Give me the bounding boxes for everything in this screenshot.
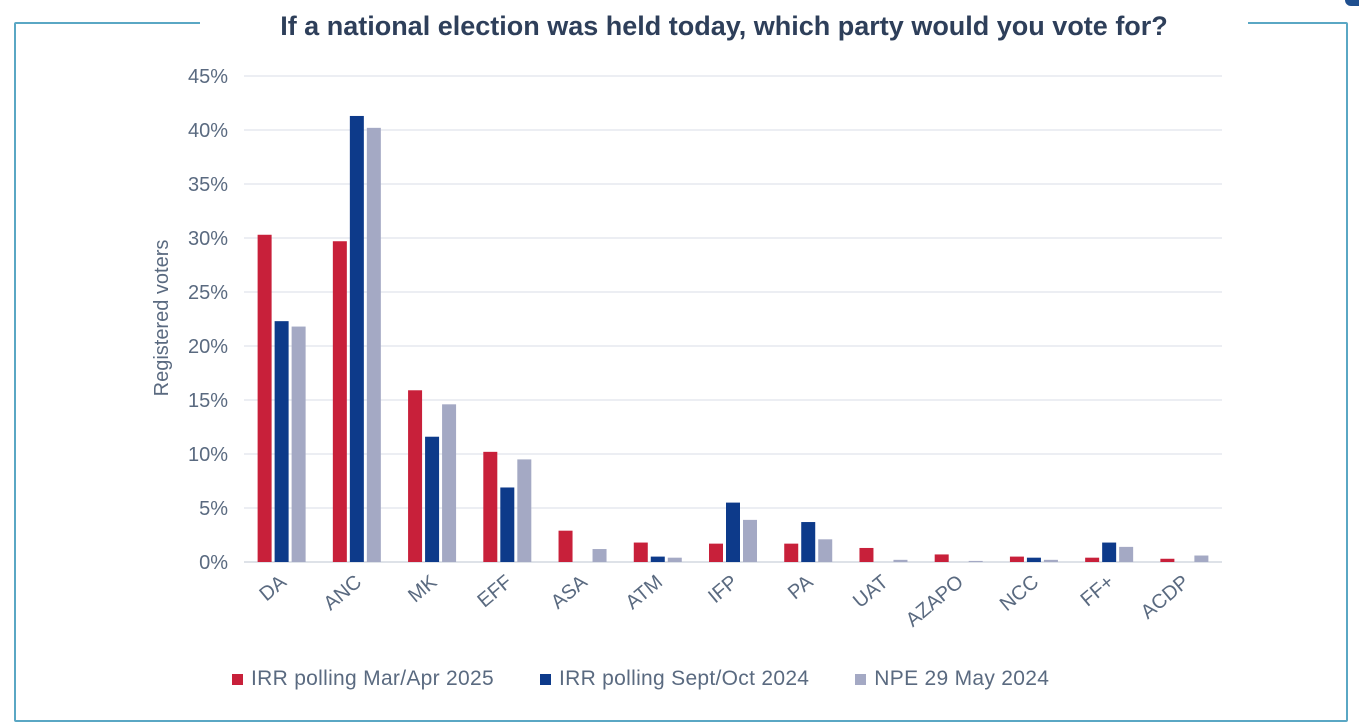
bar-ncc-series-1: [1009, 556, 1024, 562]
x-tick-label: FF+: [1077, 571, 1119, 611]
bar-asa-series-3: [592, 549, 607, 562]
bar-ifp-series-1: [709, 543, 723, 562]
bar-mk-series-2: [425, 436, 440, 562]
bar-acdp-series-3: [1194, 555, 1209, 562]
bar-pa-series-2: [801, 522, 816, 562]
legend-label: IRR polling Sept/Oct 2024: [558, 667, 810, 690]
y-tick-label: 10%: [188, 444, 228, 466]
bar-mk-series-1: [408, 390, 423, 562]
legend-swatch: [232, 673, 243, 685]
y-tick-label: 35%: [188, 174, 228, 196]
bar-pa-series-1: [784, 543, 799, 562]
corner-logo-mark: [1345, 0, 1359, 6]
x-tick-label: ASA: [547, 571, 592, 614]
bar-uat-series-3: [893, 559, 908, 562]
bar-azapo-series-1: [934, 554, 949, 562]
x-tick-label: EFF: [473, 571, 516, 612]
bar-ncc-series-2: [1026, 557, 1041, 562]
bar-ff-series-2: [1102, 542, 1117, 562]
legend-item-1: IRR polling Mar/Apr 2025: [232, 667, 494, 691]
bar-ifp-series-3: [743, 519, 757, 562]
x-tick-label: ANC: [320, 571, 366, 615]
bar-da-series-1: [257, 234, 272, 562]
bar-anc-series-3: [366, 127, 381, 562]
y-tick-label: 0%: [199, 552, 228, 574]
bar-eff-series-2: [500, 487, 515, 562]
chart-title: If a national election was held today, w…: [200, 6, 1248, 46]
bar-ff-series-1: [1085, 557, 1100, 562]
x-tick-label: MK: [404, 571, 442, 608]
y-tick-label: 25%: [188, 282, 228, 304]
bar-mk-series-3: [442, 404, 457, 562]
bar-ff-series-3: [1119, 546, 1134, 562]
bar-uat-series-1: [859, 547, 874, 562]
bar-azapo-series-3: [968, 560, 983, 562]
x-tick-label: NCC: [996, 571, 1043, 616]
bar-atm-series-1: [633, 542, 648, 562]
y-tick-label: 5%: [199, 498, 228, 520]
x-tick-label: UAT: [849, 571, 893, 613]
legend-swatch: [855, 673, 867, 685]
y-tick-label: 30%: [188, 228, 228, 250]
y-tick-label: 40%: [188, 120, 228, 142]
legend-item-3: NPE 29 May 2024: [855, 667, 1049, 691]
bar-anc-series-2: [349, 115, 364, 563]
bar-anc-series-1: [332, 241, 347, 563]
legend-item-2: IRR polling Sept/Oct 2024: [539, 667, 810, 691]
bar-ncc-series-3: [1043, 559, 1058, 562]
x-tick-label: DA: [255, 571, 291, 606]
bar-eff-series-1: [483, 451, 498, 562]
bar-acdp-series-1: [1160, 558, 1175, 562]
x-axis-ticks: DA ANC MK EFF ASA ATM IFP PA UAT AZAPO NCC FF+ ACDP: [255, 571, 1193, 632]
legend-swatch: [539, 673, 551, 685]
y-axis-label: Registered voters: [151, 240, 173, 397]
x-tick-label: ATM: [622, 571, 667, 614]
y-tick-label: 45%: [188, 66, 228, 88]
bar-pa-series-3: [818, 539, 833, 562]
y-tick-label: 15%: [188, 390, 228, 412]
bar-eff-series-3: [517, 459, 532, 562]
x-tick-label: PA: [784, 571, 818, 604]
legend-label: NPE 29 May 2024: [874, 667, 1050, 690]
bar-ifp-series-2: [726, 502, 740, 562]
legend-label: IRR polling Mar/Apr 2025: [251, 667, 494, 690]
bar-asa-series-1: [558, 530, 573, 562]
x-tick-label: ACDP: [1137, 571, 1194, 624]
gridlines: [244, 75, 1222, 563]
bar-atm-series-3: [667, 557, 682, 562]
bar-da-series-2: [274, 321, 289, 562]
bars: [257, 115, 1209, 563]
legend: IRR polling Mar/Apr 2025 IRR polling Sept…: [232, 664, 1095, 694]
y-axis-ticks: 0% 5% 10% 15% 20% 25% 30% 35% 40% 45%: [188, 66, 228, 574]
x-tick-label: IFP: [704, 571, 742, 608]
x-tick-label: AZAPO: [902, 571, 968, 631]
bar-atm-series-2: [650, 556, 665, 562]
y-tick-label: 20%: [188, 336, 228, 358]
bar-da-series-3: [291, 326, 306, 562]
